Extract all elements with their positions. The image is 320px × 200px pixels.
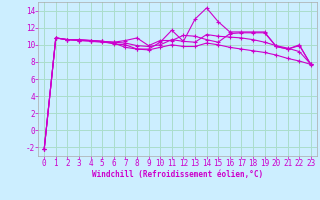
X-axis label: Windchill (Refroidissement éolien,°C): Windchill (Refroidissement éolien,°C) [92, 170, 263, 179]
